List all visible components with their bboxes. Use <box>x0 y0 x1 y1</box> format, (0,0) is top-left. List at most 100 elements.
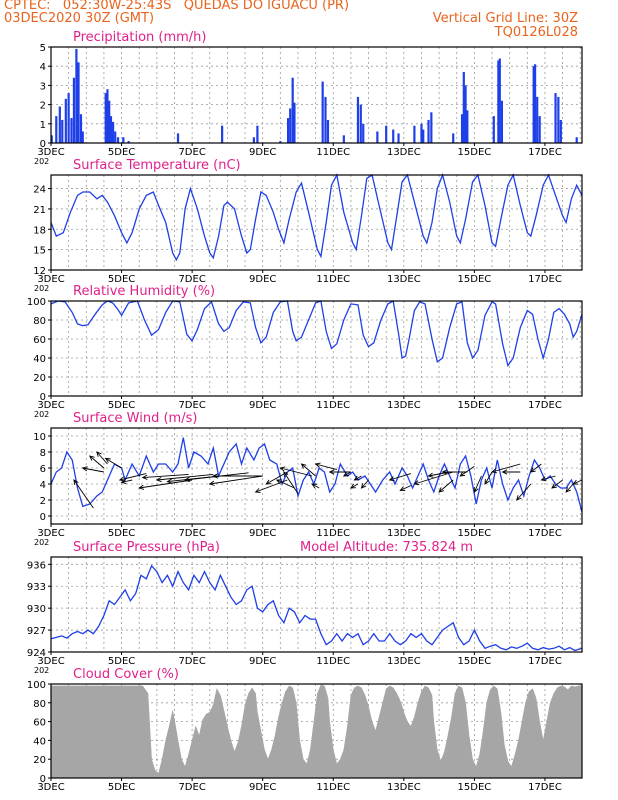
wind-arrow-head <box>300 463 307 469</box>
wind-arrow-head <box>283 471 289 478</box>
wind-arrow-shaft <box>96 451 108 465</box>
precip-bar <box>557 96 560 143</box>
temperature-ytick-label: 21 <box>33 205 46 216</box>
temperature-ytick-label: 18 <box>33 225 46 236</box>
precip-bar <box>70 118 73 143</box>
cloud-cover-ytick-label: 80 <box>33 699 46 710</box>
wind-ytick-label: 10 <box>33 432 46 443</box>
wind-xtick-label: 15DEC <box>458 528 492 539</box>
temperature-xtick-label: 7DEC <box>178 274 205 285</box>
precip-bar <box>533 64 537 143</box>
precip-bar <box>50 135 53 143</box>
wind-arrow <box>572 479 583 485</box>
wind-arrow <box>350 483 359 489</box>
precipitation-xtick-label: 7DEC <box>178 147 205 158</box>
humidity-ytick-label: 80 <box>33 316 46 327</box>
wind-arrow-head <box>350 483 356 489</box>
wind-arrow-shaft <box>280 467 313 477</box>
wind-xtick-label: 5DEC <box>108 528 135 539</box>
wind-arrow-head <box>138 484 145 490</box>
humidity-xtick-label: 11DEC <box>316 400 350 411</box>
vertical-grid-note: Vertical Grid Line: 30Z <box>432 11 578 26</box>
wind-ytick-label: 6 <box>40 464 46 475</box>
wind-arrow-shaft <box>283 471 299 494</box>
humidity-frame <box>50 300 583 397</box>
precipitation-ytick-label: 0 <box>40 139 46 150</box>
wind-arrow-head <box>279 466 286 472</box>
precip-bar <box>376 131 379 143</box>
wind-arrow <box>516 483 532 501</box>
precip-bar <box>58 106 61 143</box>
wind-arrow <box>441 469 468 475</box>
cloud-cover-ytick-label: 60 <box>33 718 46 729</box>
wind-arrow-shaft <box>311 483 320 489</box>
precip-bar <box>536 96 539 143</box>
wind-year-label: 202 <box>34 538 49 547</box>
wind-arrow-shaft <box>139 479 193 489</box>
wind-arrow-shaft <box>209 475 263 485</box>
wind-ytick-label: 2 <box>40 496 46 507</box>
precip-bar <box>464 85 467 143</box>
wind-arrow-head <box>275 479 282 485</box>
wind-arrow <box>342 471 352 477</box>
precipitation-ytick-label: 3 <box>40 81 46 92</box>
precip-bar <box>81 131 84 143</box>
pressure-xtick-label: 15DEC <box>458 656 492 667</box>
temperature-xtick-label: 5DEC <box>108 274 135 285</box>
precip-bar <box>75 48 78 143</box>
wind-arrow <box>328 469 351 475</box>
precip-bar <box>413 125 416 143</box>
model-altitude-label: Model Altitude: 735.824 m <box>300 540 473 555</box>
wind-arrow-shaft <box>121 479 133 483</box>
temperature-frame <box>50 174 583 271</box>
precip-bar <box>122 137 125 143</box>
humidity-ytick-label: 20 <box>33 373 46 384</box>
wind-arrow-head <box>427 472 434 478</box>
wind-arrow <box>138 479 193 490</box>
precip-bar <box>452 133 455 143</box>
cloud-cover-panel: 0 20 40 60 80 100 3DEC 5DEC 7DEC 9DEC 11DEC 13DEC 15… <box>27 667 583 793</box>
pressure-xtick-label: 7DEC <box>178 656 205 667</box>
cloud-cover-xtick-label: 3DEC <box>37 782 64 793</box>
precip-bar <box>462 71 465 143</box>
wind-arrow-shaft <box>460 466 475 477</box>
precip-bar <box>111 121 115 143</box>
wind-arrow-head <box>96 451 102 457</box>
pressure-title: Surface Pressure (hPa) <box>73 540 220 555</box>
precip-bar <box>392 129 395 143</box>
cloud-cover-area <box>50 684 583 779</box>
cloud-cover-xtick-label: 7DEC <box>178 782 205 793</box>
wind-arrow <box>283 471 299 494</box>
precip-bar <box>430 112 433 143</box>
precip-bar <box>104 93 107 143</box>
wind-arrow-shaft <box>361 479 369 489</box>
wind-arrow-shaft <box>73 479 94 509</box>
wind-arrow-shaft <box>541 475 556 481</box>
cloud-cover-ytick-label: 20 <box>33 755 46 766</box>
pressure-xtick-label: 17DEC <box>528 656 562 667</box>
wind-arrow-shaft <box>516 483 532 501</box>
wind-arrow <box>120 478 133 484</box>
precip-bar <box>55 116 58 143</box>
wind-arrow-head <box>388 476 395 482</box>
precip-bar <box>324 96 327 143</box>
precip-bar <box>176 133 180 143</box>
wind-ytick-label: 4 <box>40 480 46 491</box>
wind-arrow-head <box>89 455 95 461</box>
precip-bar <box>460 114 464 143</box>
humidity-xtick-label: 13DEC <box>387 400 421 411</box>
wind-xtick-label: 9DEC <box>249 528 276 539</box>
wind-arrow-head <box>212 473 218 479</box>
wind-ytick-label: 8 <box>40 448 46 459</box>
wind-arrow-shaft <box>551 479 563 489</box>
wind-arrow-shaft <box>428 471 450 477</box>
cloud-cover-xtick-label: 17DEC <box>528 782 562 793</box>
precip-bar <box>362 123 365 143</box>
temperature-ytick-label: 15 <box>33 246 46 257</box>
humidity-xtick-label: 7DEC <box>178 400 205 411</box>
wind-arrow-shaft <box>315 463 337 471</box>
humidity-plot-area <box>51 301 582 396</box>
precip-bar <box>279 141 282 143</box>
wind-arrow <box>81 466 105 473</box>
